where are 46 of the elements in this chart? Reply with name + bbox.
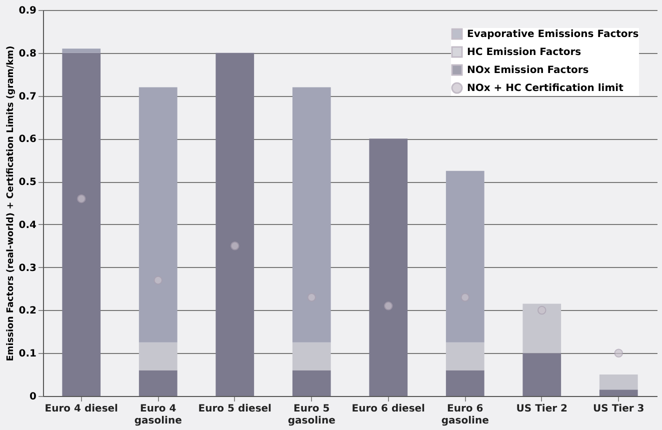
x-tick-label: US Tier 2 xyxy=(516,404,568,414)
y-tick-label: 0.6 xyxy=(18,134,37,146)
point xyxy=(77,194,86,204)
point xyxy=(384,302,393,310)
bar xyxy=(522,353,562,396)
legend-label: Evaporative Emissions Factors xyxy=(467,29,639,40)
bar xyxy=(292,87,331,342)
y-tick-label: 0.1 xyxy=(18,348,37,360)
point xyxy=(230,242,240,250)
legend-label: NOx Emission Factors xyxy=(467,65,589,76)
bar xyxy=(62,48,101,53)
bar xyxy=(369,138,408,396)
y-tick-label: 0.3 xyxy=(18,262,37,274)
bar xyxy=(138,87,178,342)
bar xyxy=(216,52,254,396)
y-tick-label: 0.2 xyxy=(18,306,37,317)
point xyxy=(538,306,546,315)
y-tick-label: 0.4 xyxy=(18,220,37,231)
bar xyxy=(522,304,562,354)
y-tick-label: 0.5 xyxy=(18,177,37,188)
bar xyxy=(138,370,178,396)
bar xyxy=(138,342,178,370)
y-tick-label: 0.8 xyxy=(18,48,37,60)
y-axis-title: Emission Factors (real-world) + Certification Limits (gram/km) xyxy=(6,46,16,362)
bar xyxy=(446,170,484,342)
y-tick-label: 0 xyxy=(30,392,37,402)
point xyxy=(614,348,623,358)
bar xyxy=(292,342,331,370)
bar xyxy=(292,370,331,396)
x-tick-label: Euro 6 diesel xyxy=(352,404,425,414)
point xyxy=(154,276,162,285)
x-tick-label: US Tier 3 xyxy=(593,404,644,414)
x-tick-label: Euro 4 diesel xyxy=(44,404,118,414)
y-tick-label: 0.9 xyxy=(18,6,37,16)
x-tick-label: Euro 5 diesel xyxy=(198,404,272,414)
bar xyxy=(446,342,484,370)
legend-label: HC Emission Factors xyxy=(467,47,582,58)
x-tick-label: Euro 5 gasoline xyxy=(288,404,336,426)
x-tick-label: Euro 6 gasoline xyxy=(441,404,490,426)
y-tick-label: 0.7 xyxy=(18,91,37,102)
legend-label: NOx + HC Certification limit xyxy=(467,83,624,94)
bar xyxy=(599,374,638,390)
bar xyxy=(599,390,638,396)
bar xyxy=(446,370,484,396)
bar xyxy=(62,52,101,396)
x-tick-label: Euro 4 gasoline xyxy=(134,404,182,426)
